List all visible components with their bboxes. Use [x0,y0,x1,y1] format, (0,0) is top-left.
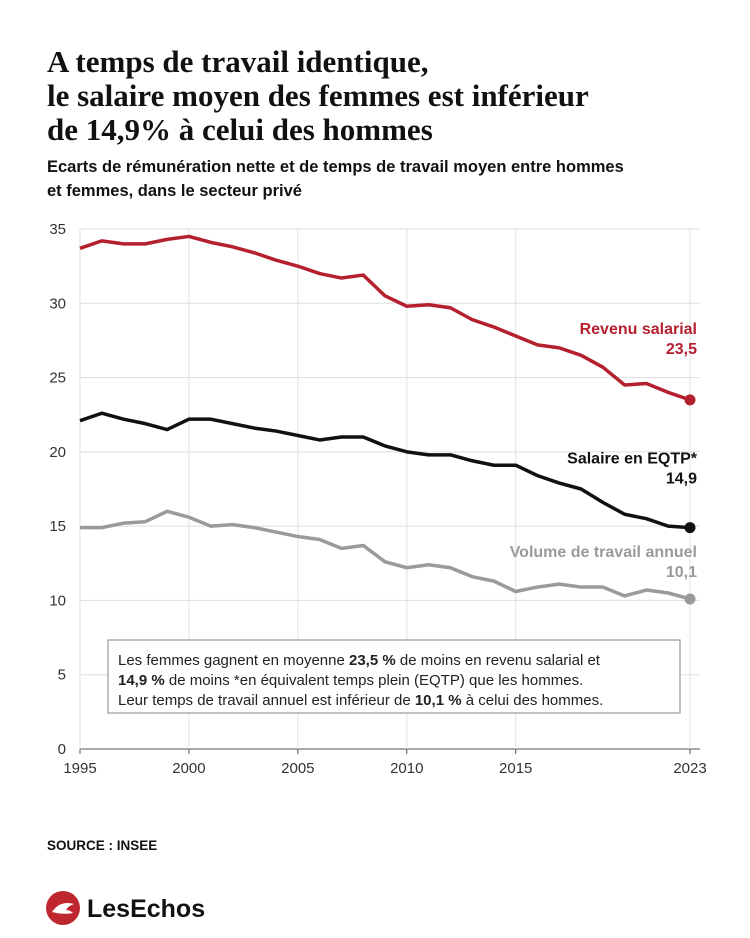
annotation-segment: Les femmes gagnent en moyenne [118,652,349,669]
x-tick-label: 2023 [673,760,706,777]
annotation-line: Les femmes gagnent en moyenne 23,5 % de … [118,652,601,669]
source: SOURCE : INSEE [47,838,157,853]
y-tick-label: 5 [58,667,66,684]
y-tick-label: 0 [58,741,66,758]
header: A temps de travail identique,le salaire … [47,44,624,200]
subtitle-line: et femmes, dans le secteur privé [47,182,302,200]
logo-text: LesEchos [87,895,205,923]
value-label: 10,1 [666,564,697,581]
end-point [684,394,696,406]
annotation-segment: à celui des hommes. [462,692,604,709]
y-tick-label: 35 [49,221,66,238]
annotation-line: Leur temps de travail annuel est inférie… [118,692,603,709]
series-line [79,234,691,402]
y-tick-label: 30 [49,295,66,312]
series-line [80,509,691,601]
annotation-segment: 23,5 % [349,652,396,669]
series-line [79,411,691,530]
title-line: de 14,9% à celui des hommes [47,112,433,147]
annotation: Les femmes gagnent en moyenne 23,5 % de … [118,652,603,709]
x-tick-label: 1995 [63,760,96,777]
y-tick-label: 20 [49,444,66,461]
annotation-segment: Leur temps de travail annuel est inférie… [118,692,415,709]
logo-icon [46,891,80,925]
subtitle-line: Ecarts de rémunération nette et de temps… [47,158,624,176]
plot: Revenu salarial 23,5 Salaire en EQTP* 14,9 V… [79,234,698,605]
annotation-line: 14,9 % de moins *en équivalent temps ple… [118,672,583,689]
x-tick-label: 2005 [281,760,314,777]
value-label: 14,9 [666,471,697,488]
series-name: Salaire en EQTP* [567,451,698,468]
annotation-segment: de moins *en équivalent temps plein (EQT… [165,672,584,689]
title-line: le salaire moyen des femmes est inférieu… [47,78,589,113]
annotation-segment: 14,9 % [118,672,165,689]
annotation-box [107,639,681,714]
end-point [684,593,696,605]
series-name: Volume de travail annuel [510,544,697,561]
title-line: A temps de travail identique, [47,44,428,79]
x-tick-label: 2010 [390,760,423,777]
annotation-segment: de moins en revenu salarial et [396,652,601,669]
end-point [684,522,696,534]
x-tick-label: 2000 [172,760,205,777]
series-name: Revenu salarial [580,321,697,338]
x-tick-label: 2015 [499,760,532,777]
y-tick-label: 10 [49,592,66,609]
y-tick-label: 15 [49,518,66,535]
y-tick-label: 25 [49,370,66,387]
annotation-segment: 10,1 % [415,692,462,709]
value-label: 23,5 [666,341,697,358]
